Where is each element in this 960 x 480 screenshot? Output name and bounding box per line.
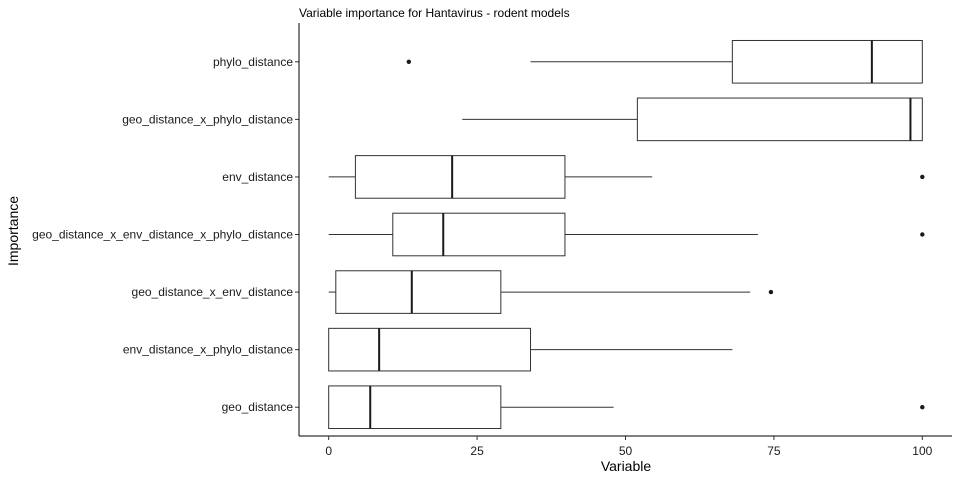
x-tick-label: 75 [767, 444, 781, 458]
chart-title: Variable importance for Hantavirus - rod… [299, 6, 570, 20]
y-tick-label: geo_distance_x_phylo_distance [122, 112, 293, 126]
y-tick-label: geo_distance [222, 400, 294, 414]
x-tick-label: 25 [470, 444, 484, 458]
outlier-point [920, 232, 925, 237]
x-tick-label: 50 [619, 444, 633, 458]
x-axis-title: Variable [601, 458, 652, 474]
outlier-point [920, 405, 925, 410]
y-tick-label: env_distance_x_phylo_distance [123, 343, 293, 357]
box-iqr [392, 212, 566, 257]
y-tick-label: geo_distance_x_env_distance_x_phylo_dist… [32, 228, 293, 242]
outlier-point [768, 289, 774, 295]
x-tick-label: 0 [325, 444, 332, 458]
outlier-point [920, 174, 925, 180]
box-iqr [354, 155, 566, 199]
box-iqr [636, 97, 923, 142]
outlier-point [406, 59, 412, 64]
y-tick-label: env_distance [222, 170, 293, 184]
plot-area: phylo_distance geo_distance_x_phylo_dista… [32, 23, 952, 458]
y-tick-label: phylo_distance [213, 55, 293, 69]
box-iqr [328, 385, 502, 430]
box-iqr [731, 39, 923, 84]
box-iqr [328, 327, 532, 372]
x-tick-label: 100 [912, 444, 932, 458]
y-axis-title: Importance [5, 196, 21, 266]
box-iqr [335, 270, 502, 314]
y-tick-label: geo_distance_x_env_distance [132, 285, 294, 299]
